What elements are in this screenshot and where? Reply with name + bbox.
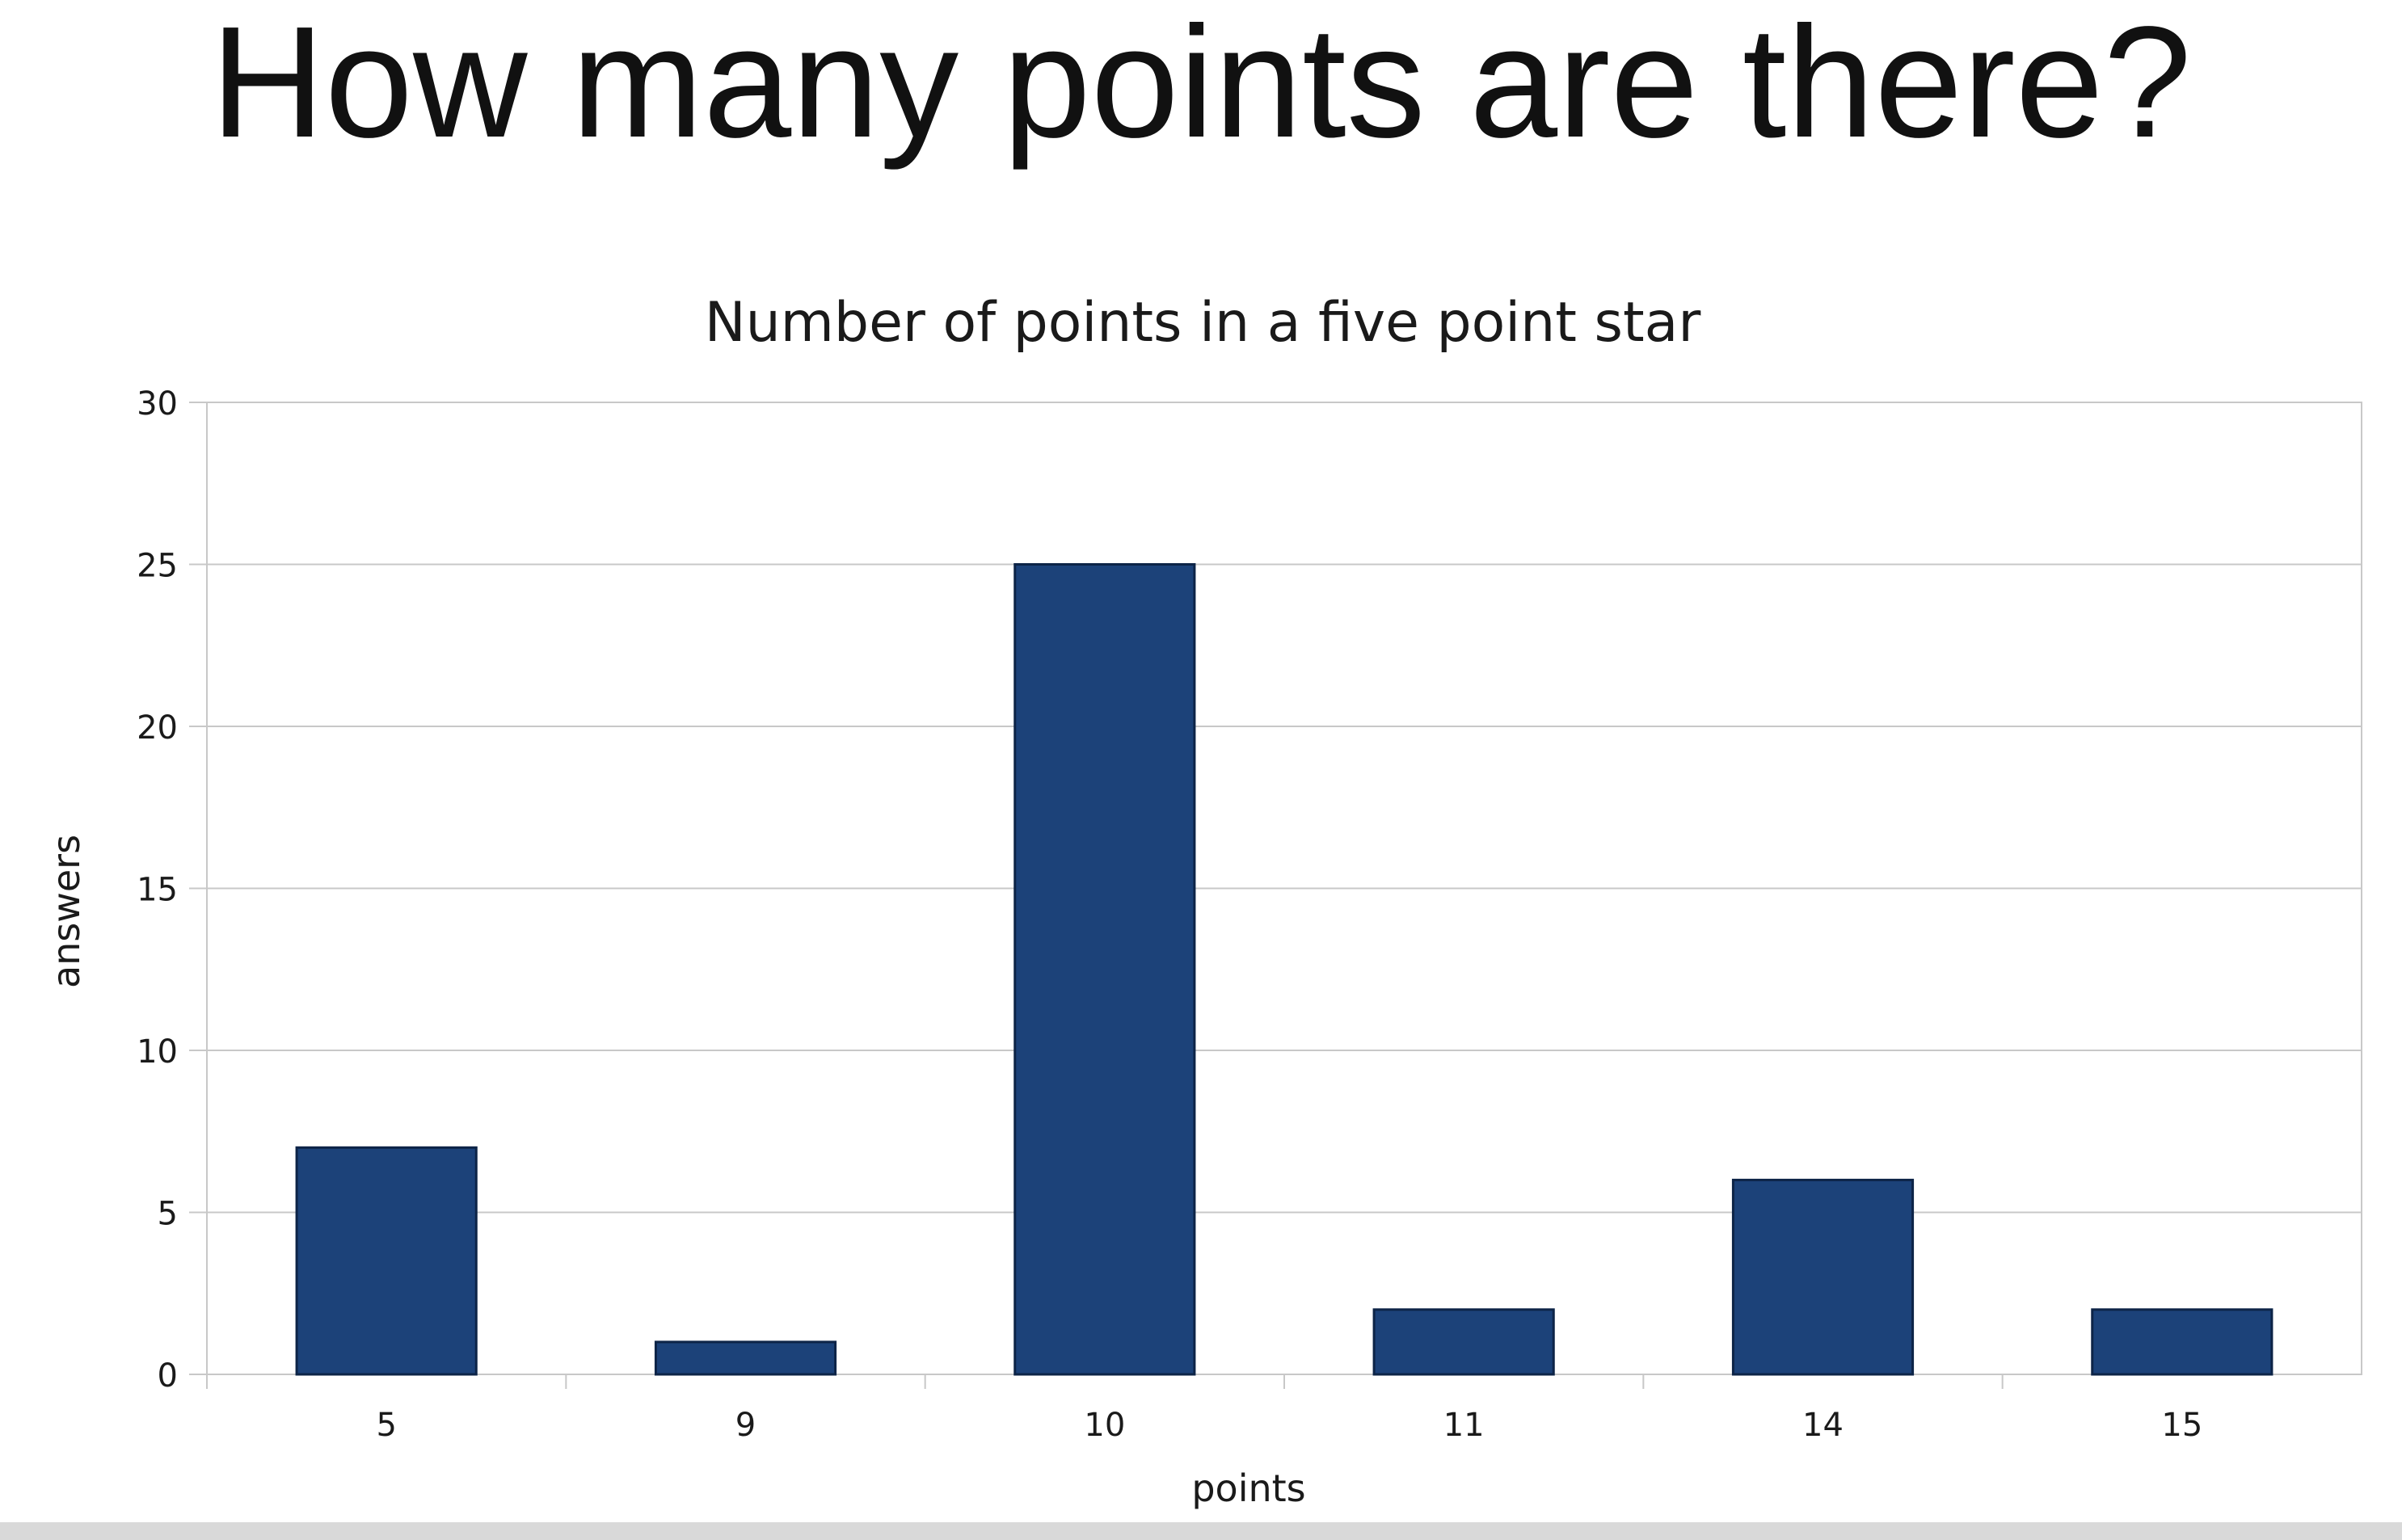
x-axis-label: points [1191, 1466, 1305, 1510]
x-tick-label: 15 [2161, 1407, 2202, 1444]
x-tick-label: 5 [376, 1407, 396, 1444]
y-tick-label: 25 [137, 548, 178, 585]
x-tick-label: 10 [1084, 1407, 1125, 1444]
x-tick-label: 14 [1802, 1407, 1844, 1444]
x-tick-label: 9 [735, 1407, 756, 1444]
bar-15 [2091, 1308, 2273, 1376]
bar-10 [1013, 563, 1196, 1376]
bar-5 [295, 1146, 478, 1376]
y-tick-label: 0 [158, 1357, 178, 1395]
bar-14 [1731, 1178, 1915, 1376]
y-tick-label: 5 [158, 1196, 178, 1233]
y-axis-label: answers [44, 835, 88, 988]
bottom-strip [0, 1522, 2402, 1540]
x-tick-label: 11 [1443, 1407, 1485, 1444]
bar-9 [654, 1340, 837, 1376]
grid-lines [189, 402, 2362, 1375]
y-tick-label: 20 [137, 709, 178, 747]
y-tick-label: 15 [137, 872, 178, 909]
chart-title: Number of points in a five point star [705, 291, 1701, 355]
bars [295, 563, 2273, 1376]
y-tick-label: 30 [137, 385, 178, 423]
y-axis-ticks: 0 5 10 15 20 25 30 [137, 385, 178, 1395]
x-axis-ticks: 5 9 10 11 14 15 [206, 1374, 2202, 1444]
bar-11 [1372, 1308, 1555, 1376]
slide-title-text: How many points are there? [210, 0, 2192, 170]
y-tick-label: 10 [137, 1033, 178, 1071]
slide-title: How many points are there? [0, 0, 2402, 162]
